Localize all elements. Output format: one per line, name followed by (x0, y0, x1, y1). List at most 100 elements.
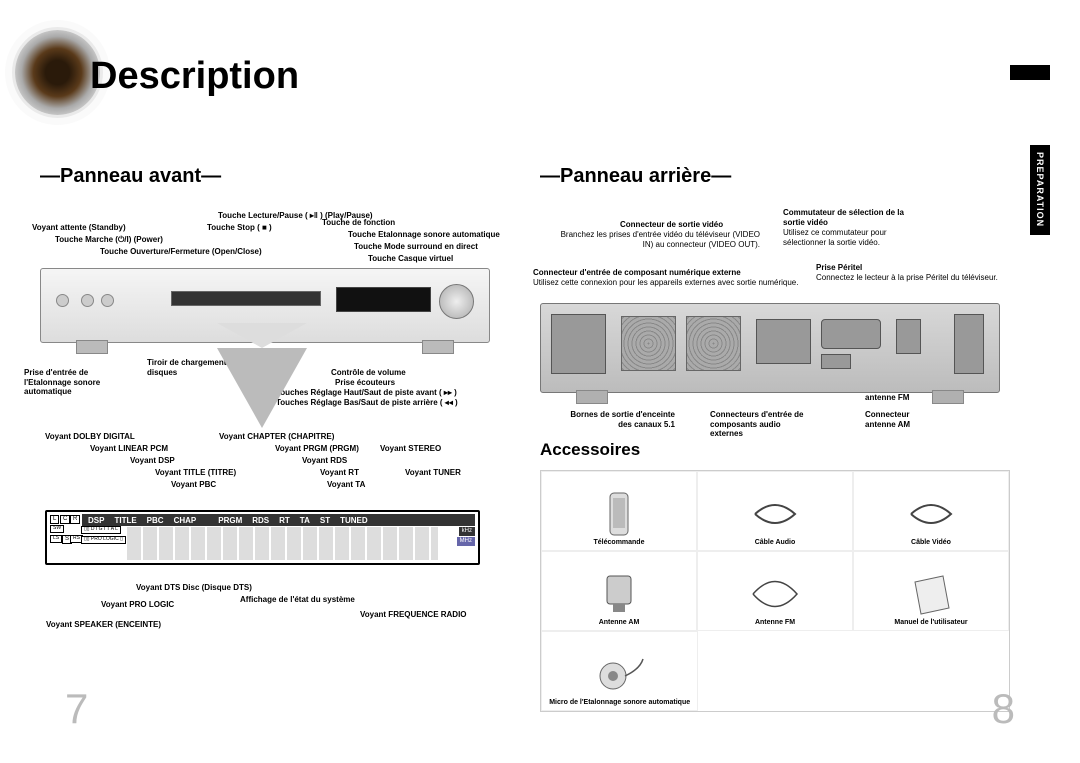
label-prgm: Voyant PRGM (PRGM) (275, 444, 359, 453)
acc-cell-manual: Manuel de l'utilisateur (853, 551, 1009, 631)
label-video-out-desc: Branchez les prises d'entrée vidéo du té… (555, 230, 760, 249)
label-am: Connecteur antenne AM (865, 410, 925, 429)
antenna-block-icon (896, 319, 921, 354)
open-close-button-icon (81, 294, 94, 307)
fm-antenna-icon (750, 571, 800, 616)
label-rds: Voyant RDS (302, 456, 347, 465)
strip-rds: RDS (252, 516, 269, 525)
label-hp-jack: Prise écouteurs (335, 378, 395, 388)
label-power: Touche Marche (⏻/I) (Power) (55, 235, 163, 245)
remote-icon (594, 491, 644, 536)
am-antenna-icon (594, 571, 644, 616)
power-button-icon (56, 294, 69, 307)
strip-dsp: DSP (88, 516, 104, 525)
display-segments-icon (127, 527, 438, 560)
volume-knob-icon (439, 284, 474, 319)
mic-icon (595, 651, 645, 696)
strip-chap: CHAP (174, 516, 197, 525)
acc-empty-2 (854, 631, 1009, 711)
strip-rt: RT (279, 516, 290, 525)
label-speaker-out: Bornes de sortie d'enceinte des canaux 5… (560, 410, 675, 429)
label-scart-desc: Connectez le lecteur à la prise Péritel … (816, 273, 1001, 283)
video-cable-icon (906, 491, 956, 536)
acc-label-remote: Télécommande (594, 539, 645, 546)
display-window-icon (336, 287, 431, 312)
label-prologic: Voyant PRO LOGIC (101, 600, 174, 609)
label-audio-in: Connecteurs d'entrée de composants audio… (710, 410, 815, 439)
front-heading: —Panneau avant— (40, 165, 515, 188)
audio-cable-icon (750, 491, 800, 536)
display-detail-illustration: L C R SW LS S RS LINEAR PCM ▯▯ D I G I T… (45, 510, 480, 565)
page-number-left: 7 (65, 685, 88, 733)
label-ta: Voyant TA (327, 480, 365, 489)
page-title: Description (90, 55, 299, 98)
label-dolby: Voyant DOLBY DIGITAL (45, 432, 135, 441)
box-ls: LS (50, 535, 62, 543)
acc-cell-video-cable: Câble Vidéo (853, 471, 1009, 551)
audio-in-block-icon (756, 319, 811, 364)
label-linear-pcm: Voyant LINEAR PCM (90, 444, 168, 453)
acc-label-fm-antenna: Antenne FM (755, 619, 795, 626)
display-strip: DSP TITLE PBC CHAP PRGM RDS RT TA ST TUN… (82, 514, 475, 526)
label-chapter: Voyant CHAPTER (CHAPITRE) (219, 432, 334, 441)
acc-empty-1 (698, 631, 853, 711)
box-mhz: MHz (457, 537, 475, 546)
label-title: Voyant TITLE (TITRE) (155, 468, 236, 477)
label-video-out-title: Connecteur de sortie vidéo (620, 220, 723, 230)
label-ext-digital-title: Connecteur d'entrée de composant numériq… (533, 268, 741, 278)
box-prologic: ▯▯ PRO LOGIC ▯ (81, 536, 126, 544)
label-speaker: Voyant SPEAKER (ENCEINTE) (46, 620, 161, 629)
acc-cell-remote: Télécommande (541, 471, 697, 551)
accessories-heading: Accessoires (540, 440, 1020, 460)
label-scart-title: Prise Péritel (816, 263, 862, 273)
strip-tuned: TUNED (340, 516, 368, 525)
acc-cell-audio-cable: Câble Audio (697, 471, 853, 551)
label-selector-title: Commutateur de sélection de la sortie vi… (783, 208, 913, 227)
label-function: Touche de fonction (322, 218, 395, 228)
strip-title: TITLE (114, 516, 136, 525)
corner-marker (1010, 65, 1050, 80)
speaker-decoration (15, 30, 100, 115)
page-number-right: 8 (992, 685, 1015, 733)
box-c: C (60, 515, 70, 524)
acc-label-audio-cable: Câble Audio (755, 539, 796, 546)
acc-cell-am-antenna: Antenne AM (541, 551, 697, 631)
arrow-down-icon (217, 348, 307, 428)
acc-cell-mic: Micro de l'Etalonnage sonore automatique (541, 631, 698, 711)
strip-pbc: PBC (147, 516, 164, 525)
accessories-section: Accessoires Télécommande Câble Audio Câb… (540, 440, 1020, 712)
acc-label-mic: Micro de l'Etalonnage sonore automatique (549, 699, 690, 706)
fan-icon-1 (621, 316, 676, 371)
scart-block-icon (821, 319, 881, 349)
box-r: R (70, 515, 80, 524)
speaker-terminals-icon (551, 314, 606, 374)
box-khz: kHz (459, 527, 475, 536)
strip-prgm: PRGM (218, 516, 242, 525)
label-volume: Contrôle de volume (331, 368, 406, 378)
label-dts: Voyant DTS Disc (Disque DTS) (136, 583, 252, 592)
box-l: L (50, 515, 59, 524)
strip-st: ST (320, 516, 330, 525)
play-button-icon (101, 294, 114, 307)
front-panel-section: —Panneau avant— Voyant attente (Standby)… (40, 165, 515, 343)
label-dsp: Voyant DSP (130, 456, 175, 465)
acc-cell-fm-antenna: Antenne FM (697, 551, 853, 631)
fan-icon-2 (686, 316, 741, 371)
label-system-status: Affichage de l'état du système (240, 595, 355, 604)
label-open-close: Touche Ouverture/Fermeture (Open/Close) (100, 247, 262, 257)
rear-panel-section: —Panneau arrière— Connecteur de sortie v… (540, 165, 1040, 393)
acc-label-am-antenna: Antenne AM (599, 619, 640, 626)
label-stop: Touche Stop ( ■ ) (207, 223, 272, 233)
label-surround: Touche Mode surround en direct (354, 242, 478, 252)
power-block-icon (954, 314, 984, 374)
label-stereo: Voyant STEREO (380, 444, 441, 453)
label-input-jack: Prise d'entrée de l'Etalonnage sonore au… (24, 368, 119, 397)
label-ext-digital-desc: Utilisez cette connexion pour les appare… (533, 278, 798, 288)
box-digital: ▯▯ D I G I T A L (81, 526, 121, 534)
box-sw: SW (50, 525, 64, 533)
manual-icon (906, 571, 956, 616)
selector-switch-icon (821, 354, 851, 369)
rear-heading: —Panneau arrière— (540, 165, 1040, 188)
label-tuner: Voyant TUNER (405, 468, 461, 477)
label-pbc: Voyant PBC (171, 480, 216, 489)
